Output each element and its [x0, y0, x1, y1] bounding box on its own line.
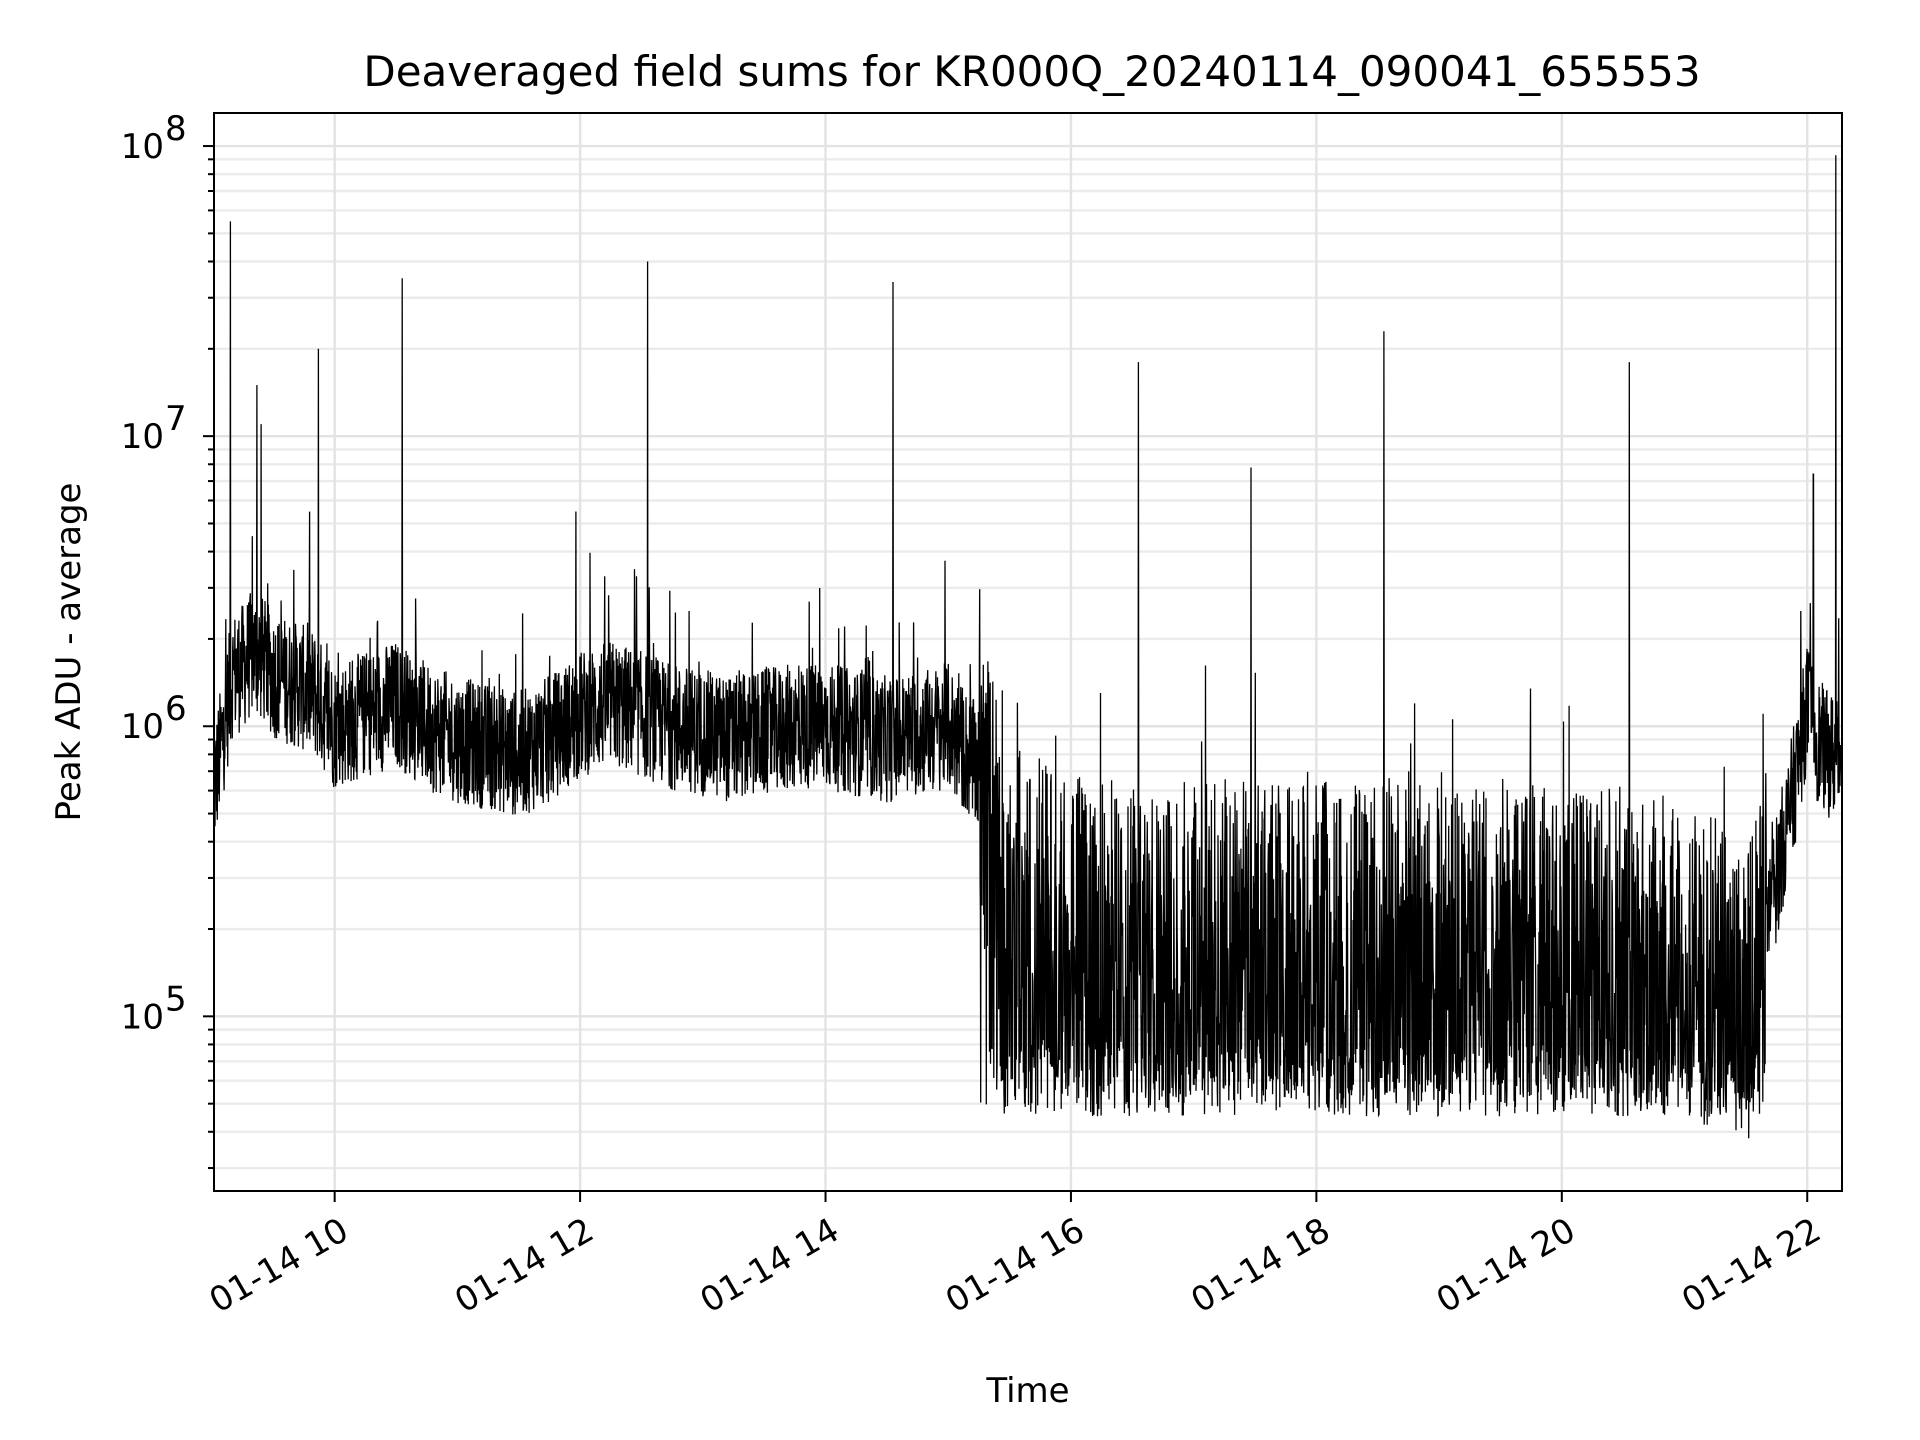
plot-frame: [213, 112, 1843, 1192]
y-tick-label: 10: [121, 997, 164, 1037]
series-line: [213, 155, 1843, 1139]
y-tick-exponent: 8: [165, 109, 187, 149]
x-axis-label: Time: [985, 1371, 1069, 1411]
y-tick-exponent: 7: [165, 399, 187, 439]
chart-title: Deaveraged field sums for KR000Q_2024011…: [363, 47, 1700, 96]
y-tick-exponent: 6: [165, 689, 187, 729]
y-tick-label: 10: [121, 127, 164, 167]
y-axis-label: Peak ADU - average: [49, 483, 89, 822]
y-tick-label: 10: [121, 417, 164, 457]
y-tick-exponent: 5: [165, 979, 187, 1019]
series-group: [213, 155, 1843, 1139]
y-tick-label: 10: [121, 707, 164, 747]
